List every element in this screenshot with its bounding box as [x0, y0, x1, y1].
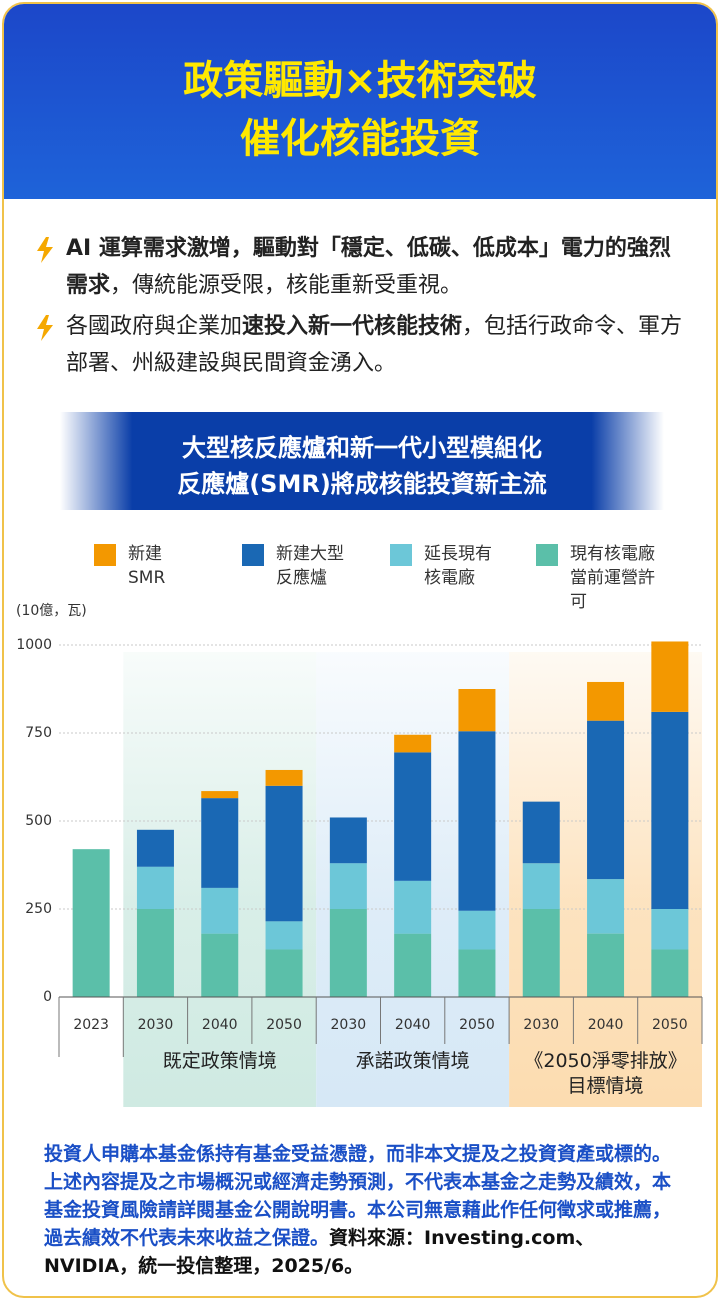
- bar-segment: [522, 801, 560, 864]
- bar-segment: [587, 720, 625, 880]
- chart-title: 大型核反應爐和新一代小型模組化: [182, 434, 542, 462]
- source: 資料來源：Investing.com、NVIDIA，統一投信整理，2025/6。: [44, 1227, 595, 1277]
- x-tick-label: 2030: [138, 1017, 174, 1033]
- bolt-icon: [37, 315, 53, 341]
- bar-segment: [394, 752, 432, 881]
- legend-item: 新建SMR: [94, 542, 198, 590]
- bullet: AI 運算需求激增，驅動對「穩定、低碳、低成本」電力的強烈需求，傳統能源受限，核…: [37, 230, 690, 304]
- y-axis-label: (10億，瓦): [16, 603, 87, 619]
- bar-segment: [329, 863, 367, 909]
- legend-label: 新建大型反應爐: [276, 544, 344, 588]
- bar-segment: [587, 681, 625, 721]
- bar-segment: [136, 866, 174, 909]
- group-label: 承諾政策情境: [355, 1050, 470, 1072]
- bar-segment: [522, 863, 560, 909]
- x-tick-label: 2040: [395, 1017, 431, 1033]
- group-label: 《2050淨零排放》目標情境: [524, 1050, 687, 1097]
- legend-item: 現有核電廠當前運營許可: [536, 542, 657, 614]
- bolt-icon: [37, 237, 53, 263]
- x-tick-label: 2050: [652, 1017, 688, 1033]
- bar-segment: [394, 734, 432, 753]
- bar-segment: [201, 791, 239, 799]
- bar-segment: [72, 849, 110, 997]
- legend-item: 新建大型反應爐: [242, 542, 346, 590]
- bar-segment: [394, 880, 432, 934]
- bar-segment: [458, 689, 496, 732]
- y-tick-label: 750: [25, 725, 52, 741]
- bar-segment: [265, 949, 303, 997]
- bar-segment: [265, 769, 303, 786]
- bar-segment: [458, 910, 496, 950]
- bar-segment: [522, 909, 560, 997]
- x-tick-label: 2023: [73, 1017, 109, 1033]
- bullet-text: ，傳統能源受限，核能重新受重視。: [110, 273, 463, 298]
- title: 催化核能投資: [240, 116, 480, 162]
- x-tick-label: 2040: [588, 1017, 624, 1033]
- bar-segment: [394, 933, 432, 997]
- bar-segment: [651, 949, 689, 997]
- legend-label: 延長現有核電廠: [424, 544, 492, 588]
- bar-segment: [329, 817, 367, 864]
- bar-segment: [651, 641, 689, 712]
- legend-label: 現有核電廠當前運營許可: [570, 544, 655, 612]
- title: 政策驅動×技術突破: [183, 58, 537, 104]
- y-tick-label: 250: [25, 901, 52, 917]
- bar-segment: [458, 949, 496, 997]
- x-tick-label: 2030: [523, 1017, 559, 1033]
- group-label: 既定政策情境: [162, 1050, 277, 1072]
- bar-segment: [587, 933, 625, 997]
- x-tick-label: 2050: [266, 1017, 302, 1033]
- chart-title: 反應爐(SMR)將成核能投資新主流: [177, 470, 547, 498]
- legend-swatch: [536, 544, 558, 566]
- x-tick-label: 2030: [331, 1017, 367, 1033]
- bullet-text: 各國政府與企業加: [66, 314, 243, 339]
- bar-segment: [201, 933, 239, 997]
- legend-swatch: [94, 544, 116, 566]
- disclaimer: 投資人申購本基金係持有基金受益憑證，而非本文提及之投資資產或標的。上述內容提及之…: [44, 1143, 672, 1249]
- bar-segment: [201, 887, 239, 934]
- legend-swatch: [242, 544, 264, 566]
- header: 政策驅動×技術突破 催化核能投資: [4, 4, 716, 199]
- bullets: AI 運算需求激增，驅動對「穩定、低碳、低成本」電力的強烈需求，傳統能源受限，核…: [37, 230, 690, 386]
- chart: (10億，瓦) 0 250 500 750 1000 2023 2030 2040 2050 203…: [16, 603, 703, 1107]
- bar-segment: [265, 785, 303, 922]
- legend-label: 新建SMR: [128, 544, 166, 588]
- bar-segment: [329, 909, 367, 997]
- bar-segment: [136, 829, 174, 867]
- bullet-text: 速投入新一代核能技術: [242, 314, 463, 339]
- footer: 投資人申購本基金係持有基金受益憑證，而非本文提及之投資資產或標的。上述內容提及之…: [44, 1140, 680, 1280]
- bullet-text: AI 運算需求激增，驅動對「穩定、低碳、低成本」電力的強烈需求: [66, 236, 671, 298]
- legend-item: 延長現有核電廠: [390, 542, 494, 590]
- y-tick-label: 0: [43, 989, 52, 1005]
- bar-segment: [651, 711, 689, 909]
- legend-swatch: [390, 544, 412, 566]
- bar-segment: [201, 798, 239, 888]
- bullet: 各國政府與企業加速投入新一代核能技術，包括行政命令、軍方部署、州級建設與民間資金…: [37, 308, 690, 382]
- bar-segment: [587, 879, 625, 934]
- y-tick-label: 500: [25, 813, 52, 829]
- bar-segment: [651, 909, 689, 950]
- bar-segment: [265, 921, 303, 950]
- x-tick-label: 2050: [459, 1017, 495, 1033]
- bar-segment: [136, 909, 174, 997]
- bullet-text: ，包括行政命令、軍方部署、州級建設與民間資金湧入。: [66, 314, 683, 376]
- chart-banner: 大型核反應爐和新一代小型模組化 反應爐(SMR)將成核能投資新主流: [60, 412, 664, 510]
- x-tick-label: 2040: [202, 1017, 238, 1033]
- y-tick-label: 1000: [16, 637, 52, 653]
- bar-segment: [458, 731, 496, 911]
